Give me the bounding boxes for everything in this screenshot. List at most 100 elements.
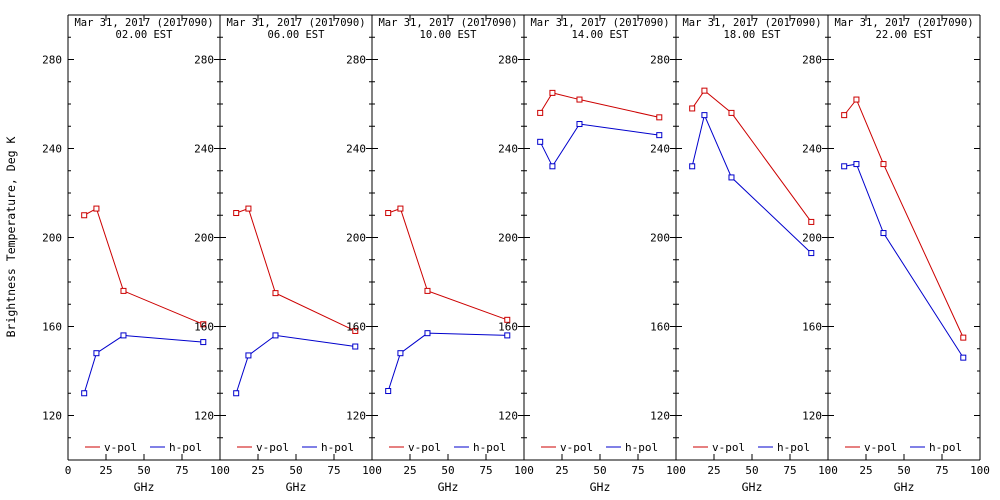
data-point-h-pol bbox=[272, 332, 279, 339]
panel-title-time: 22.00 EST bbox=[876, 29, 934, 41]
x-tick-label: 25 bbox=[403, 464, 416, 477]
x-tick-label: 75 bbox=[175, 464, 188, 477]
panel-2200: 120 160 200 240 280 25 50 75 100 GHz Mar 31, 2017 … bbox=[802, 15, 990, 494]
data-point-h-pol bbox=[245, 352, 252, 359]
series-line-v-pol bbox=[539, 92, 660, 118]
panel-title-time: 02.00 EST bbox=[116, 29, 174, 41]
legend-label-h-pol: h-pol bbox=[929, 441, 962, 454]
x-tick-label: 100 bbox=[514, 464, 534, 477]
y-tick-label: 200 bbox=[650, 232, 670, 245]
y-tick-label: 200 bbox=[194, 232, 214, 245]
y-tick-label: 160 bbox=[498, 321, 518, 334]
data-point-h-pol bbox=[576, 121, 583, 128]
x-tick-label: 100 bbox=[818, 464, 838, 477]
x-axis-title: GHz bbox=[590, 480, 611, 494]
legend-label-v-pol: v-pol bbox=[712, 441, 745, 454]
panel-title-date: Mar 31, 2017 (2017090) bbox=[226, 17, 365, 29]
y-tick-label: 120 bbox=[346, 410, 366, 423]
data-point-h-pol bbox=[233, 390, 240, 397]
legend-label-v-pol: v-pol bbox=[104, 441, 137, 454]
x-tick-label: 100 bbox=[666, 464, 686, 477]
data-point-v-pol bbox=[689, 105, 696, 112]
y-tick-label: 120 bbox=[802, 410, 822, 423]
panel-title-date: Mar 31, 2017 (2017090) bbox=[378, 17, 517, 29]
y-tick-label: 240 bbox=[802, 143, 822, 156]
y-tick-label: 280 bbox=[650, 54, 670, 67]
data-point-h-pol bbox=[880, 230, 887, 237]
data-point-h-pol bbox=[960, 354, 967, 361]
x-tick-label: 100 bbox=[362, 464, 382, 477]
data-point-h-pol bbox=[93, 350, 100, 357]
data-point-v-pol bbox=[656, 114, 663, 121]
x-tick-label: 25 bbox=[251, 464, 264, 477]
panel-title-time: 14.00 EST bbox=[572, 29, 630, 41]
data-point-h-pol bbox=[120, 332, 127, 339]
data-point-h-pol bbox=[200, 339, 207, 346]
series-line-v-pol bbox=[843, 98, 964, 338]
panel-title-time: 06.00 EST bbox=[268, 29, 326, 41]
data-point-v-pol bbox=[385, 210, 392, 217]
series-line-h-pol bbox=[844, 163, 964, 358]
data-point-v-pol bbox=[93, 205, 100, 212]
y-tick-label: 240 bbox=[194, 143, 214, 156]
y-tick-label: 280 bbox=[346, 54, 366, 67]
series-line-v-pol bbox=[236, 207, 356, 332]
y-tick-label: 200 bbox=[346, 232, 366, 245]
legend-label-v-pol: v-pol bbox=[560, 441, 593, 454]
legend-label-h-pol: h-pol bbox=[473, 441, 506, 454]
data-point-h-pol bbox=[81, 390, 88, 397]
y-tick-label: 200 bbox=[802, 232, 822, 245]
data-point-v-pol bbox=[549, 89, 556, 96]
data-point-h-pol bbox=[352, 343, 359, 350]
data-point-h-pol bbox=[537, 138, 544, 145]
y-tick-label: 240 bbox=[498, 143, 518, 156]
legend-label-h-pol: h-pol bbox=[777, 441, 810, 454]
panel-title-time: 18.00 EST bbox=[724, 29, 782, 41]
x-axis-title: GHz bbox=[286, 480, 307, 494]
y-tick-label: 160 bbox=[42, 321, 62, 334]
panel-1400: 120 160 200 240 280 25 50 75 100 GHz Mar 31, 2017 … bbox=[498, 15, 686, 494]
x-tick-label: 50 bbox=[441, 464, 454, 477]
data-point-h-pol bbox=[841, 163, 848, 170]
y-tick-label: 120 bbox=[650, 410, 670, 423]
series-line-h-pol bbox=[387, 332, 508, 392]
x-tick-label: 25 bbox=[707, 464, 720, 477]
data-point-v-pol bbox=[120, 287, 127, 294]
panels-group: 120 160 200 240 280 0 25 50 75 100 GHz Mar 31, 2017… bbox=[42, 14, 990, 494]
panel-title-date: Mar 31, 2017 (2017090) bbox=[74, 17, 213, 29]
x-tick-label: 50 bbox=[289, 464, 302, 477]
data-point-v-pol bbox=[233, 210, 240, 217]
y-tick-label: 160 bbox=[346, 321, 366, 334]
data-point-h-pol bbox=[504, 332, 511, 339]
data-point-v-pol bbox=[81, 212, 88, 219]
panel-1800: 120 160 200 240 280 25 50 75 100 GHz Mar 31, 2017 … bbox=[650, 15, 838, 494]
x-tick-label: 50 bbox=[897, 464, 910, 477]
data-point-v-pol bbox=[808, 218, 815, 225]
series-line-v-pol bbox=[388, 207, 508, 321]
x-axis-title: GHz bbox=[134, 480, 155, 494]
x-tick-label: 50 bbox=[137, 464, 150, 477]
panel-0600: 120 160 200 240 280 25 50 75 100 GHz Mar 31, 2017 … bbox=[194, 15, 382, 494]
x-tick-label: 75 bbox=[479, 464, 492, 477]
y-axis-title: Brightness Temperature, Deg K bbox=[4, 137, 18, 338]
data-point-v-pol bbox=[352, 327, 359, 334]
x-tick-label: 50 bbox=[745, 464, 758, 477]
y-tick-label: 200 bbox=[498, 232, 518, 245]
series-line-v-pol bbox=[83, 207, 204, 325]
x-axis-title: GHz bbox=[894, 480, 915, 494]
data-point-h-pol bbox=[397, 350, 404, 357]
data-point-v-pol bbox=[880, 161, 887, 168]
data-point-h-pol bbox=[656, 132, 663, 139]
data-point-h-pol bbox=[728, 174, 735, 181]
panel-title-date: Mar 31, 2017 (2017090) bbox=[530, 17, 669, 29]
x-tick-label: 75 bbox=[935, 464, 948, 477]
x-tick-label: 100 bbox=[970, 464, 990, 477]
y-tick-label: 280 bbox=[498, 54, 518, 67]
x-tick-label: 100 bbox=[210, 464, 230, 477]
data-point-h-pol bbox=[424, 330, 431, 337]
panel-1000: 120 160 200 240 280 25 50 75 100 GHz Mar 31, 2017 … bbox=[346, 15, 534, 494]
data-point-h-pol bbox=[701, 112, 708, 119]
legend-label-v-pol: v-pol bbox=[864, 441, 897, 454]
